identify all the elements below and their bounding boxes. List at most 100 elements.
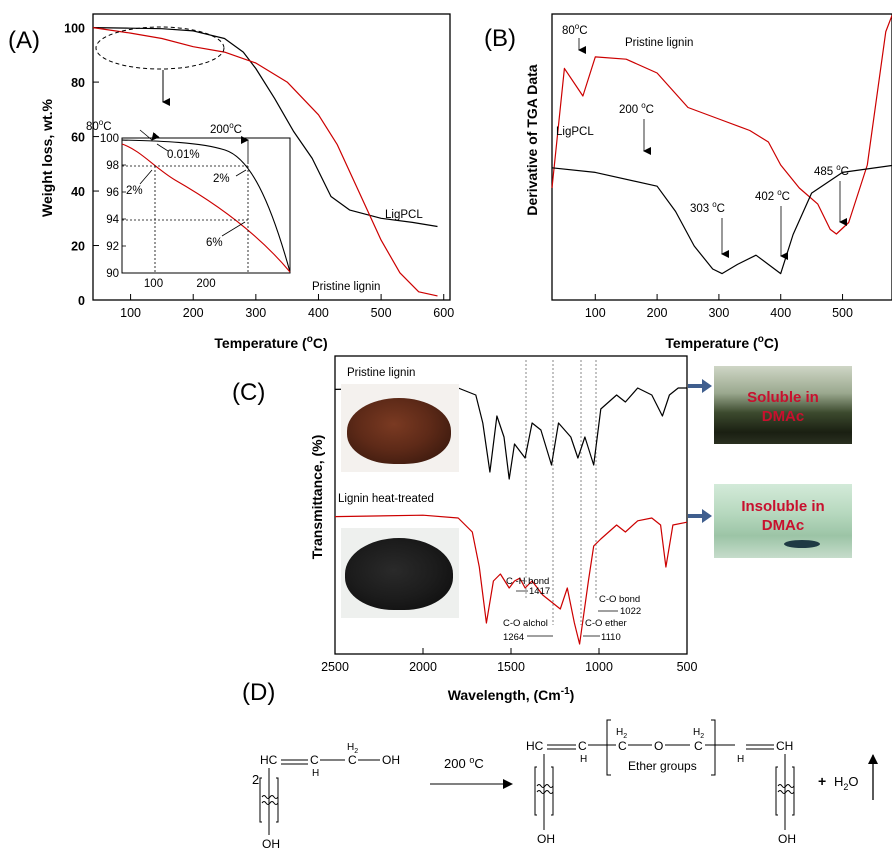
inset-y-tick-label: 96 [106, 187, 119, 199]
b-ann-402: 402 oC [755, 188, 790, 203]
panel-c-ylabel: Transmittance, (%) [309, 435, 325, 559]
panel-a-letter: (A) [8, 27, 40, 54]
y-tick-label: 80 [71, 76, 85, 90]
inset-ann-001: 0.01% [167, 149, 200, 161]
inset-ann-80: 80oC [86, 118, 112, 133]
p-c1: C [578, 739, 587, 753]
x-tick-label: 200 [647, 306, 668, 320]
r-wavy-2 [261, 801, 279, 805]
insoluble-text-2: DMAc [761, 517, 805, 534]
r-h: H [312, 768, 319, 779]
panel-c: (C) 2500 2000 1500 1000 500 Pristine lignin … [232, 355, 712, 703]
inset-ticks: 100 200 90 92 94 96 98 100 [100, 133, 216, 290]
reaction-condition: 200 oC [444, 755, 484, 771]
inset-ligpcl-line [121, 139, 291, 273]
panel-a-xlabel: Temperature (oC) [214, 334, 327, 351]
series-line-ligpcl [551, 164, 892, 275]
panel-a-ticks: 100 200 300 400 500 600 0 20 40 60 80 100 [64, 22, 454, 320]
panel-b-ticks: 100 200 300 400 500 [585, 294, 853, 320]
series-line-pristine-lignin [92, 27, 438, 297]
series-line-pristine-lignin [551, 15, 892, 235]
b-ann-485: 485 oC [814, 163, 849, 178]
label-lignin-b: Pristine lignin [625, 37, 693, 49]
plus-sign: + [818, 773, 826, 789]
inset-y-tick-label: 100 [100, 133, 119, 145]
inset-x-tick-label: 100 [144, 278, 163, 290]
x-tick-label: 400 [308, 306, 329, 320]
p-h2b: H2 [693, 727, 704, 740]
p-bracket-left [606, 719, 611, 776]
x-tick-label: 400 [770, 306, 791, 320]
panel-b-letter: (B) [484, 25, 516, 52]
ether-groups-label: Ether groups [628, 759, 697, 773]
reactant: 2 HC C H H2 C OH OH [252, 742, 400, 850]
x-tick-label: 100 [120, 306, 141, 320]
inset-x-tick-label: 200 [196, 278, 215, 290]
inset-ann-2b: 2% [213, 173, 230, 185]
x-tick-label: 2000 [409, 660, 437, 674]
c-ann-1022: 1022 [620, 606, 641, 617]
panel-c-series [334, 387, 688, 645]
inset-ann-200: 200oC [210, 121, 242, 136]
series-line-lignin-heat-treated [334, 514, 688, 645]
x-tick-label: 1500 [497, 660, 525, 674]
water: H2O [834, 774, 859, 792]
label-ligpcl-a: LigPCL [385, 209, 423, 221]
series-line-pristine-lignin [334, 387, 687, 480]
c-ann-co-bond: C-O bond [599, 594, 640, 605]
insoluble-vial-photo: Insoluble in DMAc [714, 484, 852, 558]
inset-ann-2a: 2% [126, 185, 143, 197]
y-tick-label: 0 [78, 294, 85, 308]
y-tick-label: 100 [64, 22, 85, 36]
y-tick-label: 20 [71, 240, 85, 254]
p-h2a: H2 [616, 727, 627, 740]
inset-ann-6: 6% [206, 237, 223, 249]
r-oh: OH [382, 753, 400, 767]
panel-a-ylabel: Weight loss, wt.% [39, 98, 55, 217]
lignin-powder-photo [341, 384, 459, 472]
panel-c-ticks: 2500 2000 1500 1000 500 [321, 648, 697, 674]
c-ann-1110: 1110 [601, 632, 621, 643]
inset-y-tick-label: 90 [106, 268, 119, 280]
panel-d-letter: (D) [242, 679, 275, 706]
r-h2: H2 [347, 742, 358, 755]
label-ligpcl-b: LigPCL [556, 126, 594, 138]
r-oh-bottom: OH [262, 837, 280, 850]
label-lignin-a: Pristine lignin [312, 281, 380, 293]
c-ann-1417: 1417 [529, 586, 550, 597]
x-tick-label: 500 [371, 306, 392, 320]
x-tick-label: 500 [832, 306, 853, 320]
x-tick-label: 300 [708, 306, 729, 320]
x-tick-label: 200 [183, 306, 204, 320]
label-lignin-c: Pristine lignin [347, 367, 415, 379]
arrow-to-insoluble [688, 509, 712, 523]
x-tick-label: 300 [245, 306, 266, 320]
p-c2: C [618, 739, 627, 753]
p-c3: C [694, 739, 703, 753]
product: HC C H H2 C O H2 C Ether groups H CH [526, 719, 878, 846]
y-tick-label: 40 [71, 185, 85, 199]
c-ann-ch-bond: C -H bond [506, 576, 549, 587]
r-c2: C [348, 753, 357, 767]
soluble-vial-photo: Soluble in DMAc [714, 366, 852, 444]
heat-treated-powder-photo [341, 528, 459, 618]
inset-y-tick-label: 94 [106, 214, 119, 226]
y-tick-label: 60 [71, 131, 85, 145]
coefficient: 2 [252, 772, 259, 787]
arrow-to-soluble [688, 379, 712, 393]
c-ann-1264: 1264 [503, 632, 524, 643]
p-left-brackets [534, 766, 554, 816]
inset-ann-2b-line [235, 169, 247, 177]
c-ann-co-ether: C-O ether [585, 618, 627, 629]
p-oh-right: OH [778, 832, 796, 846]
panel-b: (B) 100 200 300 400 500 80oC 200 oC 303 oC 402… [484, 13, 892, 351]
p-hc: HC [526, 739, 544, 753]
p-bracket-right [711, 719, 716, 776]
p-left-wavy-2 [536, 790, 554, 794]
r-hc: HC [260, 753, 278, 767]
b-ann-80: 80oC [562, 22, 588, 37]
panel-b-series [551, 15, 892, 275]
soluble-text-2: DMAc [761, 408, 805, 425]
